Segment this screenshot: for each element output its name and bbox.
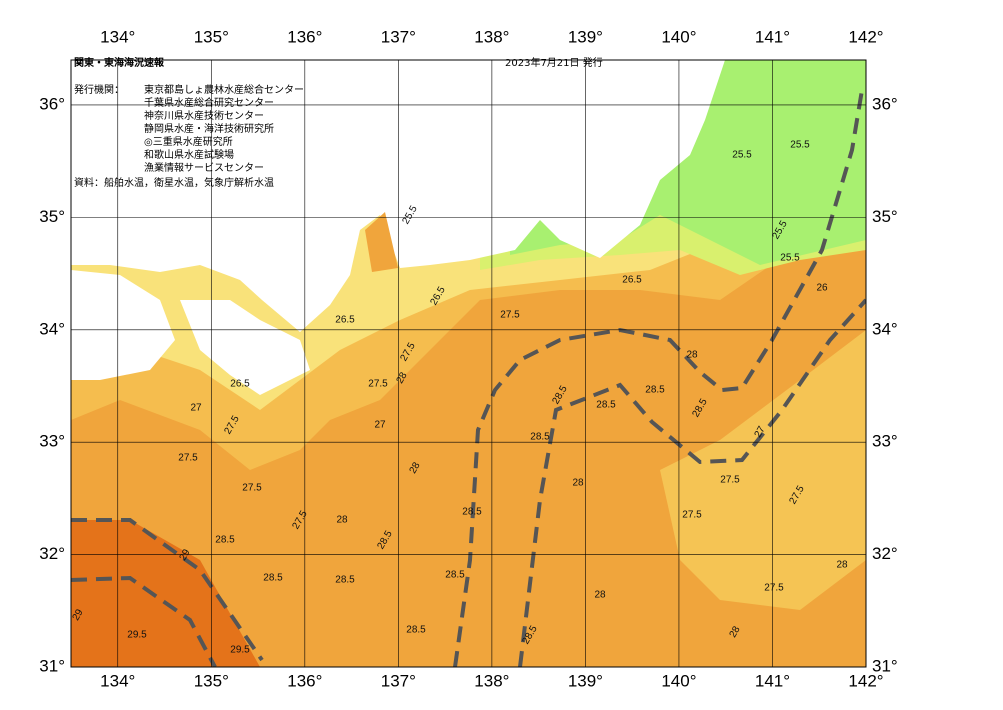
lon-tick-label: 140° bbox=[661, 671, 696, 690]
contour-label: 29 bbox=[178, 547, 193, 563]
lat-tick-label: 36° bbox=[39, 94, 65, 113]
contour-label: 28 bbox=[336, 515, 348, 526]
lon-tick-label: 138° bbox=[474, 671, 509, 690]
issuer: 漁業情報サービスセンター bbox=[144, 161, 264, 174]
issuer: 千葉県水産総合研究センター bbox=[144, 96, 274, 109]
contour-label: 28 bbox=[594, 590, 606, 601]
lon-tick-label: 139° bbox=[568, 671, 603, 690]
contour-label: 28.5 bbox=[596, 400, 616, 411]
land-honshu bbox=[71, 60, 725, 332]
contour-label: 25.5 bbox=[780, 253, 800, 264]
lat-tick-label: 32° bbox=[872, 544, 898, 563]
issuer: 東京都島しょ農林水産総合センター bbox=[144, 83, 304, 96]
lat-tick-label: 34° bbox=[39, 319, 65, 338]
lat-tick-label: 31° bbox=[39, 656, 65, 675]
lat-tick-label: 31° bbox=[872, 656, 898, 675]
contour-label: 28 bbox=[408, 460, 423, 476]
sea-27-5-south bbox=[660, 330, 866, 610]
lon-tick-label: 134° bbox=[100, 27, 135, 46]
map-area bbox=[71, 60, 866, 667]
contour-label: 26.5 bbox=[230, 379, 250, 390]
contour-label: 27.5 bbox=[178, 453, 198, 464]
contour-label: 27.5 bbox=[720, 475, 740, 486]
map-title: 関東・東海海況速報 bbox=[74, 56, 165, 69]
contour-label: 28 bbox=[728, 624, 743, 640]
issue-date: 2023年7月21日 発行 bbox=[505, 56, 603, 69]
land-shikoku bbox=[71, 270, 175, 380]
lat-tick-label: 33° bbox=[872, 432, 898, 451]
lon-tick-label: 136° bbox=[287, 671, 322, 690]
contour-label: 29 bbox=[71, 607, 86, 623]
contour-label: 28.5 bbox=[263, 573, 283, 584]
contour-label: 27 bbox=[374, 420, 386, 431]
contour-label: 28.5 bbox=[645, 385, 665, 396]
lon-tick-label: 137° bbox=[381, 27, 416, 46]
contour-label: 25.5 bbox=[732, 150, 752, 161]
contour-label: 29.5 bbox=[127, 630, 147, 641]
lon-tick-label: 142° bbox=[848, 671, 883, 690]
contour-label: 25.5 bbox=[790, 140, 810, 151]
lon-tick-label: 142° bbox=[848, 27, 883, 46]
contour-label: 27.5 bbox=[764, 583, 784, 594]
lon-tick-label: 139° bbox=[568, 27, 603, 46]
contour-label: 29.5 bbox=[230, 645, 250, 656]
issuer: ◎三重県水産研究所 bbox=[144, 135, 233, 148]
contour-label: 28 bbox=[395, 370, 410, 386]
issuer: 神奈川県水産技術センター bbox=[144, 109, 264, 122]
lat-tick-label: 35° bbox=[872, 207, 898, 226]
lon-tick-label: 141° bbox=[755, 27, 790, 46]
contour-label: 28.5 bbox=[406, 625, 426, 636]
contour-label: 28.5 bbox=[335, 575, 355, 586]
contour-label: 27 bbox=[753, 424, 768, 440]
lat-tick-label: 32° bbox=[39, 544, 65, 563]
contour-label: 27 bbox=[190, 403, 202, 414]
lon-tick-label: 138° bbox=[474, 27, 509, 46]
issuer-label: 発行機関： bbox=[74, 83, 124, 96]
lon-tick-label: 137° bbox=[381, 671, 416, 690]
sea-29 bbox=[71, 520, 260, 667]
lat-tick-label: 34° bbox=[872, 319, 898, 338]
contour-label: 28.5 bbox=[215, 535, 235, 546]
lon-tick-label: 140° bbox=[661, 27, 696, 46]
contour-label: 26.5 bbox=[622, 275, 642, 286]
issuer: 静岡県水産・海洋技術研究所 bbox=[144, 122, 274, 135]
lat-tick-label: 36° bbox=[872, 94, 898, 113]
lon-tick-label: 136° bbox=[287, 27, 322, 46]
contour-label: 28 bbox=[836, 560, 848, 571]
lat-tick-label: 33° bbox=[39, 432, 65, 451]
contour-label: 27.5 bbox=[368, 379, 388, 390]
contour-label: 27.5 bbox=[242, 483, 262, 494]
kuroshio-axis bbox=[71, 89, 866, 667]
lon-tick-label: 135° bbox=[194, 671, 229, 690]
contour-label: 28.5 bbox=[445, 570, 465, 581]
lat-tick-label: 35° bbox=[39, 207, 65, 226]
contour-label: 28 bbox=[572, 478, 584, 489]
contour-label: 26 bbox=[816, 283, 828, 294]
source: 資料：船舶水温，衛星水温，気象庁解析水温 bbox=[74, 176, 274, 189]
land-kii bbox=[180, 300, 310, 395]
contour-label: 28 bbox=[686, 350, 698, 361]
bay bbox=[365, 212, 398, 272]
lon-tick-label: 141° bbox=[755, 671, 790, 690]
contour-label: 28.5 bbox=[530, 432, 550, 443]
lon-tick-label: 135° bbox=[194, 27, 229, 46]
contour-label: 28.5 bbox=[462, 507, 482, 518]
issuer: 和歌山県水産試験場 bbox=[144, 148, 234, 161]
lon-tick-label: 134° bbox=[100, 671, 135, 690]
contour-label: 27.5 bbox=[500, 310, 520, 321]
contour-label: 26.5 bbox=[335, 315, 355, 326]
contour-label: 27.5 bbox=[682, 510, 702, 521]
